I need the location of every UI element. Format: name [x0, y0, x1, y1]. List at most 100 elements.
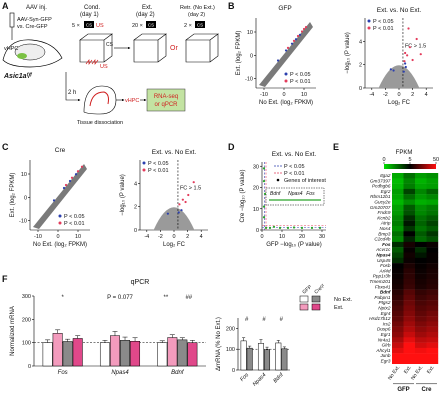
heatmap-cell	[392, 210, 404, 216]
point	[276, 59, 280, 62]
label: 5 ×	[72, 23, 80, 29]
heatmap-cell	[426, 194, 439, 200]
point	[184, 200, 187, 204]
heatmap-cell	[426, 231, 439, 237]
gene-label: Dusp6	[377, 327, 391, 332]
label: vHPC	[4, 46, 18, 52]
heatmap-cell	[392, 236, 404, 243]
heatmap-cell	[403, 353, 416, 359]
chart-title: Ext. vs. No Ext.	[272, 151, 317, 158]
heatmap-cell	[426, 247, 439, 253]
bar	[240, 340, 247, 371]
label: CS	[197, 23, 203, 28]
gene-cloud	[378, 65, 420, 88]
heatmap-cell	[415, 294, 427, 301]
bar	[52, 333, 63, 367]
bar	[177, 339, 188, 367]
point	[310, 226, 314, 229]
heatmap-cell	[392, 310, 404, 317]
significance-label: ##	[185, 295, 192, 301]
x-tick-label: 10	[75, 234, 81, 240]
heatmap-cell	[426, 204, 439, 211]
heatmap-cell	[426, 358, 439, 364]
inset	[265, 187, 325, 206]
point	[62, 186, 66, 190]
gene-label: Egr3	[381, 359, 391, 364]
heatmap-cell	[415, 268, 427, 274]
bar	[246, 347, 253, 371]
heatmap-cell	[403, 199, 416, 205]
legend-marker	[367, 26, 371, 30]
legend-label: P < 0.05	[64, 214, 85, 220]
point	[68, 179, 72, 183]
panel-label: D	[228, 142, 235, 152]
heatmap-cell	[403, 289, 416, 296]
heatmap-cell	[392, 183, 404, 190]
error-bar	[189, 340, 195, 343]
heatmap-cell	[426, 279, 439, 285]
heatmap-cell	[392, 215, 404, 221]
heatmap-cell	[403, 321, 416, 327]
y-axis-label: −log₁₀ (P value)	[345, 32, 351, 74]
point	[286, 46, 290, 49]
point	[262, 167, 266, 170]
error-bar	[276, 340, 280, 343]
gene-label: Ptgs2	[379, 300, 391, 305]
heatmap-cell	[392, 226, 404, 232]
heatmap-cell	[403, 279, 416, 285]
column-label: Ext.	[426, 365, 436, 376]
legend-marker	[58, 221, 62, 225]
point	[180, 209, 183, 212]
heatmap-cell	[415, 183, 427, 190]
heatmap-cell	[403, 268, 416, 274]
heatmap-cell	[403, 220, 416, 227]
bar	[157, 342, 168, 367]
heatmap-cell	[426, 236, 439, 243]
heatmap-cell	[392, 178, 404, 184]
heatmap-cell	[392, 241, 404, 248]
heatmap-cell	[415, 226, 427, 232]
label: (day 2)	[136, 12, 155, 18]
point	[300, 30, 304, 33]
point	[404, 51, 407, 55]
heatmap-cell	[392, 294, 404, 301]
significance-label: #	[280, 317, 284, 323]
label: Cond.	[84, 5, 100, 11]
heatmap-cell	[403, 273, 416, 280]
gene-label: Kcnb2	[377, 215, 391, 220]
point	[296, 34, 300, 38]
point	[404, 62, 407, 65]
annotation: FC > 1.5	[405, 43, 426, 49]
gene-label: Fndc9	[377, 210, 390, 215]
heatmap-cell	[426, 257, 439, 264]
point	[408, 46, 411, 49]
heatmap-cell	[415, 257, 427, 264]
gene-label: Pabpn1	[374, 295, 391, 300]
y-axis-label: Normalized mRNA	[10, 306, 16, 356]
heatmap-cell	[415, 173, 427, 179]
point	[264, 226, 268, 229]
gene-label: Fos	[382, 242, 391, 247]
gene-label: Junb	[379, 353, 391, 358]
heatmap-cell	[415, 178, 427, 184]
gene-label: Rbm12b1	[370, 194, 391, 199]
heatmap-cell	[426, 310, 439, 317]
significance-label: *	[61, 295, 64, 301]
heatmap-cell	[426, 226, 439, 232]
gene-label: Nptx2	[378, 306, 391, 311]
gene-label: Gm20707	[370, 205, 391, 210]
label: CS	[86, 23, 92, 28]
heatmap-cell	[403, 194, 416, 200]
legend-label: Genes of interest	[284, 178, 326, 184]
x-tick-label: Bdnf	[272, 372, 285, 385]
heatmap-cell	[392, 188, 404, 195]
heatmap-cell	[392, 326, 404, 333]
heatmap-cell	[415, 215, 427, 221]
gene-label: Nr4a1	[378, 337, 391, 342]
heatmap-cell	[392, 316, 404, 322]
heatmap-cell	[415, 241, 427, 248]
heatmap-cell	[403, 247, 416, 253]
point	[392, 69, 395, 72]
heatmap-cell	[415, 300, 427, 306]
label: 2 h	[68, 90, 76, 96]
